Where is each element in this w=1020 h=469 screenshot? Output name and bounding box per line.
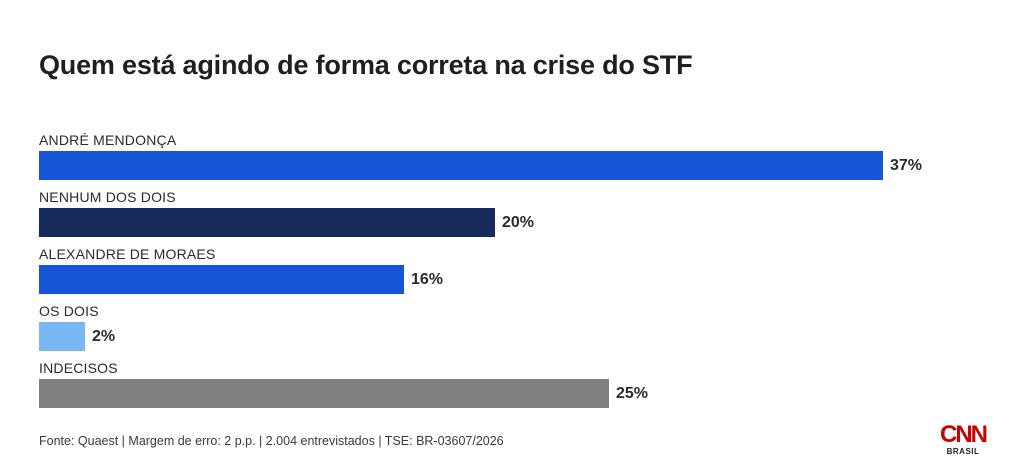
category-label: ANDRÉ MENDONÇA [39,132,177,148]
value-label: 25% [616,385,649,402]
category-label: NENHUM DOS DOIS [39,189,176,205]
bar [39,322,85,351]
cnn-brasil-logo: CNN BRASIL [938,422,988,460]
value-label: 20% [502,214,535,231]
bar [39,265,404,294]
source-footnote: Fonte: Quaest | Margem de erro: 2 p.p. |… [39,434,504,448]
value-label: 2% [92,328,116,345]
bar [39,151,883,180]
value-label: 37% [890,157,923,174]
category-label: ALEXANDRE DE MORAES [39,246,216,262]
bar [39,208,495,237]
bar [39,379,609,408]
value-label: 16% [411,271,444,288]
category-label: OS DOIS [39,303,99,319]
category-label: INDECISOS [39,360,118,376]
logo-subtitle: BRASIL [946,447,980,456]
chart-title: Quem está agindo de forma correta na cri… [39,50,693,80]
cnn-logo-wordmark: CNN [940,421,988,448]
